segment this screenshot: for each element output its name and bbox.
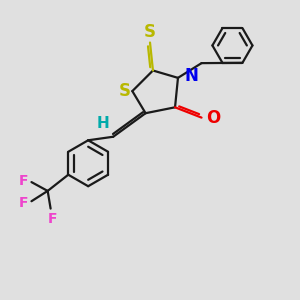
Text: S: S [119,82,131,100]
Text: N: N [184,68,198,85]
Text: O: O [206,109,220,127]
Text: F: F [18,174,28,188]
Text: H: H [97,116,110,131]
Text: F: F [47,212,57,226]
Text: S: S [144,23,156,41]
Text: F: F [18,196,28,210]
